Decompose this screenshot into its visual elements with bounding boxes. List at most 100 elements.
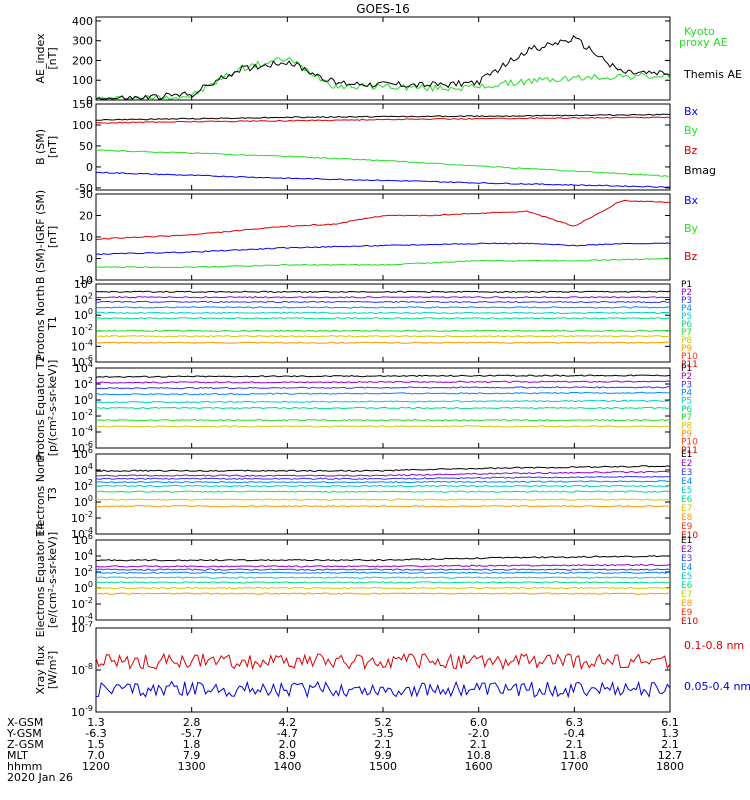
legend-label: By <box>684 124 699 137</box>
series-line <box>95 592 671 595</box>
legend-label: P3 <box>681 380 692 390</box>
y-tick-label: 10-7 <box>71 620 93 635</box>
legend-label: E4 <box>681 477 693 487</box>
y-tick-label: 102 <box>74 564 93 579</box>
ephemeris-row-label: Z-GSM <box>7 738 44 751</box>
y-tick-label: 100 <box>74 494 93 509</box>
ephemeris-row-label: X-GSM <box>7 716 43 729</box>
legend-label: Kyoto <box>684 25 715 38</box>
y-axis-label: Protons Equator T2 <box>34 355 47 460</box>
ephemeris-value: -2.0 <box>468 727 489 740</box>
y-tick-label: 102 <box>74 376 93 391</box>
y-tick-label: 10-2 <box>71 596 93 611</box>
ephemeris-value: -6.3 <box>85 727 106 740</box>
legend-label: Bx <box>684 194 699 207</box>
ephemeris-value: 2.0 <box>279 738 297 751</box>
y-tick-label: 100 <box>72 119 93 132</box>
legend-label: P3 <box>681 296 692 306</box>
y-tick-label: 10-9 <box>71 704 93 719</box>
series-line <box>95 242 671 256</box>
y-tick-label: 10-8 <box>71 662 93 677</box>
legend-label: P9 <box>681 429 692 439</box>
legend-label: E1 <box>681 450 692 460</box>
y-axis-label: [nT] <box>46 226 59 248</box>
legend-label: P4 <box>681 304 692 314</box>
series-line <box>95 56 671 100</box>
legend-label: E7 <box>681 590 692 600</box>
x-tick-label: 1700 <box>560 760 588 773</box>
series-line <box>95 296 671 299</box>
y-tick-label: -10 <box>75 274 93 287</box>
legend-label: P5 <box>681 397 692 407</box>
series-line <box>95 680 671 699</box>
legend-label: E5 <box>681 486 692 496</box>
series-line <box>95 568 671 571</box>
y-tick-label: 300 <box>72 35 93 48</box>
series-line <box>95 171 671 188</box>
y-tick-label: 104 <box>74 276 93 291</box>
legend-label: E1 <box>681 536 692 546</box>
series-line <box>96 490 671 493</box>
y-axis-label: T3 <box>46 487 59 502</box>
y-tick-label: 10-4 <box>71 424 93 439</box>
y-axis-label: [nT] <box>46 136 59 158</box>
y-axis-label: [e/(cm²-s-sr-keV)] <box>46 532 59 628</box>
ephemeris-value: 12.7 <box>658 749 683 762</box>
y-axis-label: Electrons Equator T4 <box>34 523 47 638</box>
y-tick-label: 100 <box>72 74 93 87</box>
series-line <box>95 34 671 100</box>
panel-8: 10-7 10-8 10-9 Xray flux [W/m²] 0.1-0.8 nm 0.0… <box>34 620 750 719</box>
y-tick-label: 100 <box>74 307 93 322</box>
ephemeris-value: 2.1 <box>661 738 679 751</box>
legend-label: P1 <box>681 364 692 374</box>
ephemeris-value: 2.1 <box>470 738 488 751</box>
ephemeris-value: 10.8 <box>466 749 491 762</box>
legend-label: Themis AE <box>683 68 742 81</box>
legend-label: 0.05-0.4 nm <box>684 680 750 693</box>
ephemeris-value: 6.0 <box>470 716 488 729</box>
legend-label: P8 <box>681 336 692 346</box>
series-line <box>95 391 671 396</box>
legend-label: P1 <box>681 280 692 290</box>
legend-label: E8 <box>681 599 693 609</box>
y-tick-label: 100 <box>74 392 93 407</box>
legend-label: E6 <box>681 495 693 505</box>
ephemeris-value: 1.3 <box>87 716 105 729</box>
series-line <box>95 465 671 472</box>
ephemeris-value: -3.5 <box>372 727 393 740</box>
ephemeris-value: 8.9 <box>279 749 297 762</box>
y-tick-label: 10-4 <box>71 612 93 627</box>
legend-label: 0.1-0.8 nm <box>684 639 744 652</box>
series-line <box>95 406 671 410</box>
series-line <box>95 480 671 484</box>
legend-label: P10 <box>681 352 698 362</box>
ephemeris-value: 2.1 <box>374 738 392 751</box>
series-line <box>95 498 670 501</box>
panel-frame <box>95 283 671 363</box>
y-axis-label: Protons North <box>34 285 47 360</box>
legend-label: E3 <box>681 554 692 564</box>
legend-label: P2 <box>681 372 692 382</box>
panel-2: -50 0 50 100 150 B (SM) [nT] Bx By Bz Bmag <box>34 98 716 195</box>
series-line <box>95 425 671 428</box>
ephemeris-value: 1.5 <box>87 738 105 751</box>
y-axis-label: B (SM) <box>34 129 47 165</box>
ephemeris-row-label: MLT <box>7 749 28 762</box>
legend-label: E8 <box>681 513 693 523</box>
ephemeris-value: 1.3 <box>661 727 679 740</box>
series-line <box>95 555 671 562</box>
series-line <box>96 311 671 315</box>
legend-label: P11 <box>681 446 698 456</box>
legend-label: E9 <box>681 608 693 618</box>
y-tick-label: 102 <box>74 478 93 493</box>
hhmm-label: hhmm <box>7 760 42 773</box>
y-tick-label: 0 <box>86 161 93 174</box>
legend-label: P4 <box>681 389 692 399</box>
series-line <box>95 257 671 269</box>
legend-label: P7 <box>681 328 692 338</box>
ephemeris-value: -4.7 <box>277 727 298 740</box>
ephemeris-row-label: Y-GSM <box>6 727 42 740</box>
